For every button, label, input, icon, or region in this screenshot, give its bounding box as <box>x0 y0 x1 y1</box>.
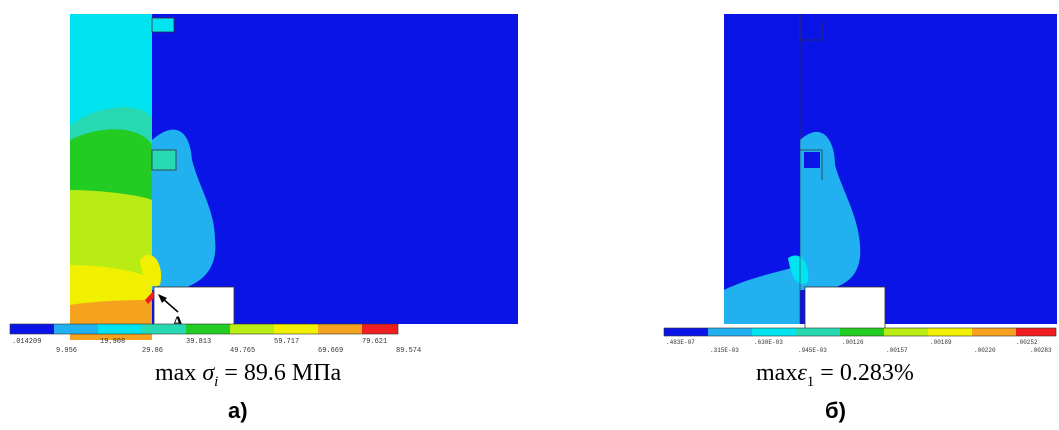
panel-b: .483E-07 .630E-03 .00126 .00189 .00252 .… <box>560 0 1059 430</box>
colorbar-b-label-bottom-1: .315E-03 <box>710 347 739 354</box>
arrow-line <box>161 297 179 313</box>
contour-notch-top <box>151 17 175 33</box>
contour-region-min <box>152 14 518 324</box>
colorbar-a-swatch-1 <box>10 324 54 334</box>
formula-a: max σi = 89.6 МПа <box>155 360 341 391</box>
formula-b-value: = 0.283% <box>820 360 914 386</box>
formula-b-subscript: 1 <box>806 373 815 390</box>
colorbar-b-label-bottom-2: .945E-03 <box>798 347 827 354</box>
panel-a: A .014209 19.908 39.813 59.717 79.621 9.… <box>0 0 520 430</box>
colorbar-a-swatch-9 <box>362 324 398 334</box>
formula-a-subscript: i <box>214 373 219 390</box>
arrow-head-icon <box>158 294 167 303</box>
colorbar-b-swatch-4 <box>796 328 840 336</box>
colorbar-a-label-top-2: 19.908 <box>100 338 125 346</box>
colorbar-a-frame <box>9 323 399 335</box>
strain-contour-plot: .483E-07 .630E-03 .00126 .00189 .00252 .… <box>663 14 1057 354</box>
colorbar-b-swatch-9 <box>1016 328 1056 336</box>
colorbar-b-frame <box>663 327 1057 337</box>
colorbar-b-swatch-6 <box>884 328 928 336</box>
colorbar-a-swatch-8 <box>318 324 362 334</box>
colorbar-a-label-bottom-3: 49.765 <box>230 347 255 355</box>
colorbar-b-label-top-1: .483E-07 <box>666 339 695 346</box>
colorbar-b-label-top-4: .00189 <box>930 339 952 346</box>
white-block <box>153 286 235 330</box>
colorbar-b-label-bottom-5: .00283 <box>1030 347 1052 354</box>
formula-b-symbol: ε <box>797 360 807 386</box>
contour-notch-middle <box>151 149 177 171</box>
colorbar-b-swatch-3 <box>752 328 796 336</box>
strain-white-block <box>804 286 886 330</box>
strain-region-corner <box>788 255 809 285</box>
colorbar-a-swatch-6 <box>230 324 274 334</box>
contour-region-corner-yellow <box>140 254 162 287</box>
colorbar-b-swatch-2 <box>708 328 752 336</box>
colorbar-b-label-bottom-4: .00220 <box>974 347 996 354</box>
formula-b-prefix: max <box>756 360 798 386</box>
caption-a: а) <box>228 398 248 423</box>
stress-contour-plot: A .014209 19.908 39.813 59.717 79.621 9.… <box>9 14 518 355</box>
colorbar-b-label-top-2: .630E-03 <box>754 339 783 346</box>
colorbar-a-swatch-2 <box>54 324 98 334</box>
colorbar-b-swatch-8 <box>972 328 1016 336</box>
colorbar-a: .014209 19.908 39.813 59.717 79.621 9.95… <box>9 323 421 355</box>
formula-a-prefix: max <box>155 360 197 386</box>
colorbar-b-label-top-5: .00252 <box>1016 339 1038 346</box>
colorbar-a-swatch-3 <box>98 324 142 334</box>
colorbar-a-label-top-1: .014209 <box>12 338 41 346</box>
strain-region-lower-left <box>724 265 800 324</box>
colorbar-b-swatch-5 <box>840 328 884 336</box>
colorbar-b-swatch-1 <box>664 328 708 336</box>
colorbar-a-label-bottom-2: 29.86 <box>142 347 163 355</box>
colorbar-b-label-bottom-3: .00157 <box>886 347 908 354</box>
caption-b: б) <box>825 398 846 423</box>
formula-b: maxε1 = 0.283% <box>756 360 914 391</box>
formula-a-symbol: σ <box>202 360 215 386</box>
colorbar-a-label-bottom-4: 69.669 <box>318 347 343 355</box>
strain-notch-middle <box>800 149 823 180</box>
colorbar-a-label-top-3: 39.813 <box>186 338 211 346</box>
colorbar-a-swatch-5 <box>186 324 230 334</box>
colorbar-a-swatch-7 <box>274 324 318 334</box>
strain-region-wall <box>800 131 861 290</box>
colorbar-a-label-top-4: 59.717 <box>274 338 299 346</box>
colorbar-a-label-bottom-5: 89.574 <box>396 347 421 355</box>
colorbar-b-swatch-7 <box>928 328 972 336</box>
colorbar-a-label-top-5: 79.621 <box>362 338 387 346</box>
colorbar-b-label-top-3: .00126 <box>842 339 864 346</box>
colorbar-a-swatch-4 <box>142 324 186 334</box>
contour-region-column-top <box>70 14 152 126</box>
formula-a-value: = 89.6 МПа <box>224 360 342 386</box>
colorbar-b: .483E-07 .630E-03 .00126 .00189 .00252 .… <box>663 327 1057 354</box>
strain-notch-fill <box>804 152 820 168</box>
colorbar-a-label-bottom-1: 9.956 <box>56 347 77 355</box>
